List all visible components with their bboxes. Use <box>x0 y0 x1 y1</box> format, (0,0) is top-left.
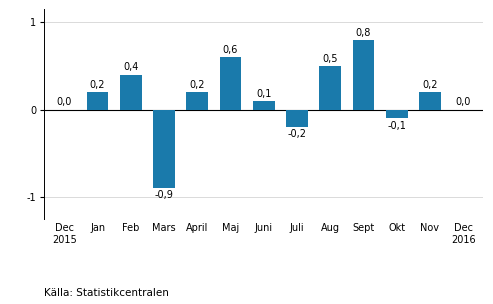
Text: 0,2: 0,2 <box>90 80 106 90</box>
Text: -0,1: -0,1 <box>387 121 406 130</box>
Text: 0,2: 0,2 <box>189 80 205 90</box>
Text: -0,9: -0,9 <box>155 191 174 200</box>
Bar <box>419 92 441 110</box>
Bar <box>286 110 308 127</box>
Text: 0,1: 0,1 <box>256 89 272 99</box>
Bar <box>220 57 241 110</box>
Bar <box>319 66 341 110</box>
Bar <box>87 92 108 110</box>
Text: 0,8: 0,8 <box>356 28 371 37</box>
Bar <box>153 110 175 188</box>
Text: 0,6: 0,6 <box>223 45 238 55</box>
Text: Källa: Statistikcentralen: Källa: Statistikcentralen <box>44 288 169 298</box>
Text: 0,0: 0,0 <box>456 98 471 107</box>
Text: -0,2: -0,2 <box>287 129 307 139</box>
Bar <box>186 92 208 110</box>
Text: 0,0: 0,0 <box>57 98 72 107</box>
Bar <box>120 75 141 110</box>
Text: 0,4: 0,4 <box>123 63 139 72</box>
Bar <box>352 40 374 110</box>
Bar <box>253 101 275 110</box>
Text: 0,2: 0,2 <box>422 80 438 90</box>
Text: 0,5: 0,5 <box>322 54 338 64</box>
Bar <box>386 110 408 118</box>
